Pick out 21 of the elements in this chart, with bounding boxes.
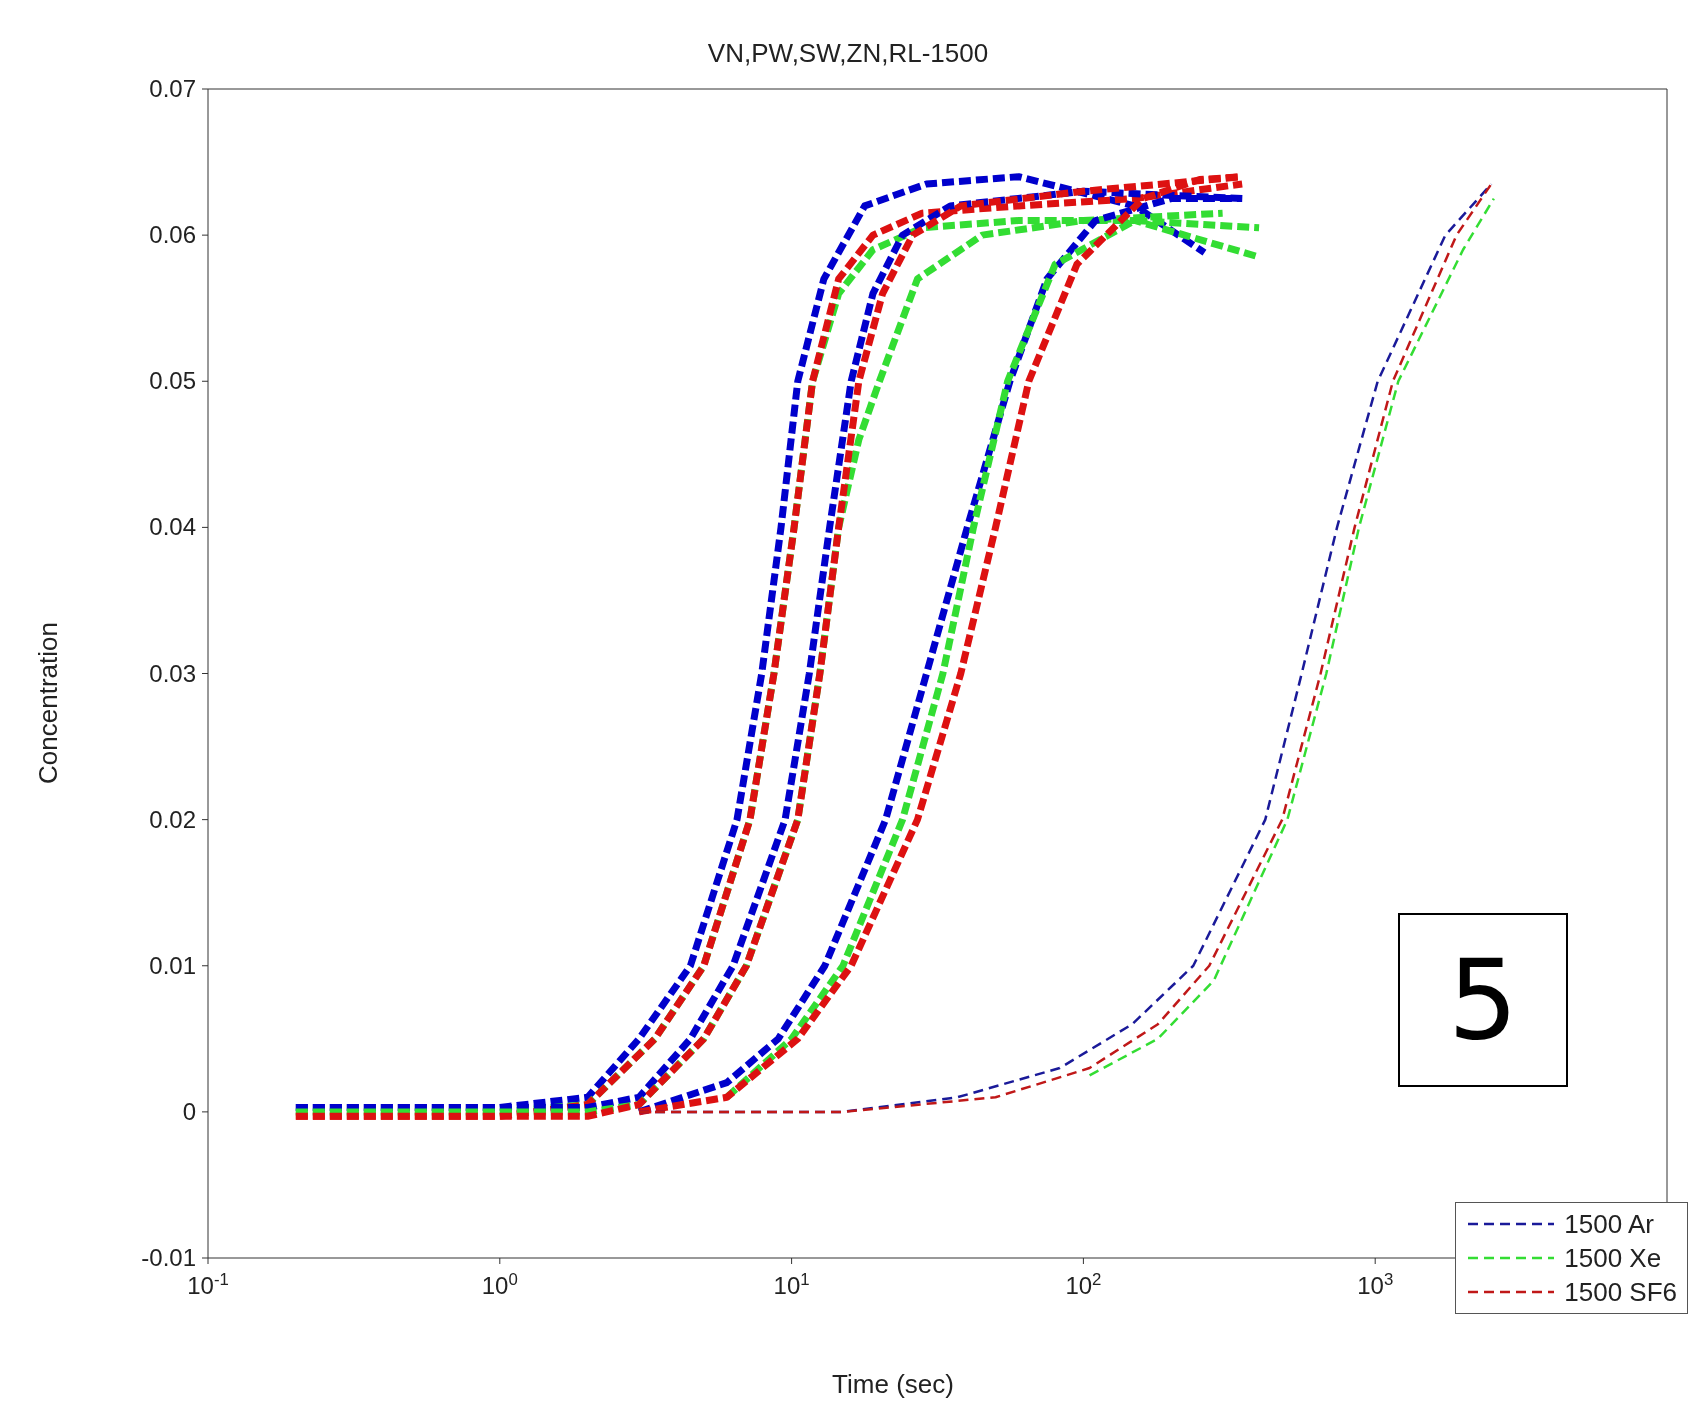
x-tick-label: 10$^{1}$ — [773, 1269, 810, 1299]
x-tick-label: 10$^{3}$ — [1357, 1269, 1394, 1299]
y-tick-label: 0.03 — [149, 659, 196, 687]
annotation: 5 — [1398, 913, 1568, 1087]
y-tick-label: 0.07 — [149, 75, 196, 102]
y-tick-label: 0.04 — [149, 513, 196, 541]
y-axis-title: Concentration — [32, 622, 64, 784]
x-axis-title: Time (sec) — [831, 1369, 955, 1400]
y-tick-label: 0.02 — [149, 805, 196, 833]
y-tick-label: 0.05 — [149, 367, 196, 395]
chart-title: VN,PW,SW,ZN,RL-1500 — [706, 38, 990, 69]
y-tick-label: 0.06 — [149, 221, 196, 249]
x-tick-label: 10$^{2}$ — [1065, 1269, 1102, 1299]
legend-label: 1500 Ar — [1564, 1208, 1654, 1241]
y-tick-label: 0.01 — [149, 951, 196, 979]
x-tick-label: 10$^{-1}$ — [187, 1269, 229, 1299]
legend-label: 1500 SF6 — [1564, 1276, 1677, 1309]
y-tick-label: -0.01 — [141, 1244, 196, 1271]
legend-label: 1500 Xe — [1564, 1242, 1662, 1275]
y-tick-label: 0 — [182, 1097, 196, 1125]
x-tick-label: 10$^{0}$ — [481, 1269, 518, 1299]
